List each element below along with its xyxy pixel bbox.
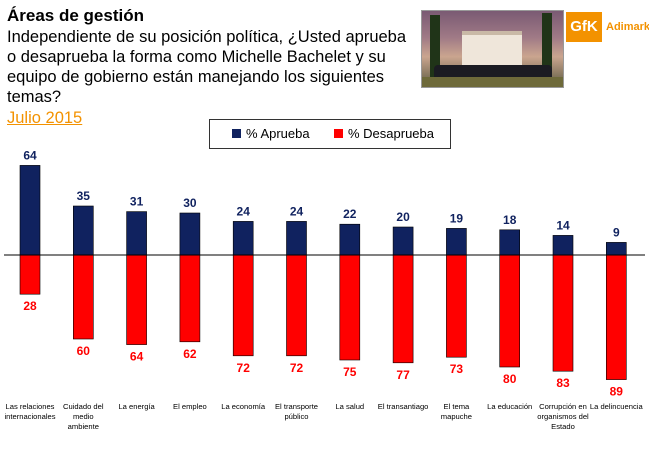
data-label-approve: 31 (130, 195, 144, 209)
legend-label-approve: % Aprueba (246, 126, 310, 141)
data-label-disapprove: 62 (183, 347, 197, 361)
bar-disapprove (392, 254, 414, 364)
category-label: La delincuencia (590, 402, 644, 411)
category-label: El empleo (173, 402, 207, 411)
data-label-disapprove: 28 (23, 299, 37, 313)
bar-approve (392, 226, 414, 256)
category-label: Cuidado del medio ambiente (63, 402, 104, 431)
legend-item-approve: % Aprueba (232, 126, 310, 141)
bar-approve (605, 242, 627, 256)
bar-disapprove (499, 254, 521, 368)
data-label-approve: 22 (343, 207, 357, 221)
chart-legend: % Aprueba % Desaprueba (209, 119, 451, 149)
survey-date: Julio 2015 (7, 109, 83, 127)
logo-name: Adimark (606, 21, 649, 33)
category-label: El transporte público (275, 402, 318, 421)
legend-swatch-disapprove (334, 129, 343, 138)
bar-approve (179, 212, 201, 256)
bar-disapprove (19, 254, 41, 295)
legend-item-disapprove: % Desaprueba (334, 126, 434, 141)
data-label-approve: 19 (450, 211, 464, 225)
data-label-disapprove: 60 (77, 344, 91, 358)
data-label-disapprove: 72 (290, 361, 304, 375)
category-label: El tema mapuche (441, 402, 472, 421)
data-label-disapprove: 73 (450, 362, 464, 376)
bar-approve (339, 223, 361, 256)
bar-disapprove (126, 254, 147, 345)
gfk-adimark-logo: GfK Adimark (566, 12, 649, 42)
data-label-disapprove: 83 (556, 376, 570, 390)
government-photo (421, 10, 564, 88)
page-title: Áreas de gestión (7, 6, 144, 25)
bar-approve (446, 228, 467, 256)
bar-approve (19, 165, 41, 256)
data-label-approve: 30 (183, 196, 197, 210)
data-label-disapprove: 72 (237, 361, 251, 375)
category-label: Las relaciones internacionales (4, 402, 55, 421)
data-label-approve: 24 (237, 204, 251, 218)
data-label-approve: 18 (503, 213, 517, 227)
data-label-disapprove: 80 (503, 372, 517, 386)
data-label-disapprove: 77 (396, 368, 410, 382)
data-label-approve: 24 (290, 204, 304, 218)
category-label: La energía (118, 402, 155, 411)
data-label-approve: 35 (77, 189, 91, 203)
bar-disapprove (446, 254, 467, 358)
data-label-disapprove: 64 (130, 350, 144, 364)
bar-disapprove (232, 254, 254, 357)
bar-approve (286, 221, 307, 256)
category-label: El transantiago (378, 402, 429, 411)
bar-disapprove (179, 254, 201, 343)
logo-mark: GfK (566, 12, 602, 42)
data-label-disapprove: 89 (610, 385, 624, 399)
data-label-approve: 14 (556, 218, 570, 232)
bar-disapprove (73, 254, 94, 340)
data-label-approve: 20 (396, 210, 410, 224)
category-label: La educación (487, 402, 532, 411)
data-label-disapprove: 75 (343, 365, 357, 379)
bar-approve (552, 235, 574, 256)
legend-label-disapprove: % Desaprueba (348, 126, 434, 141)
bar-approve (232, 221, 254, 256)
bar-approve (126, 211, 147, 256)
data-label-approve: 64 (23, 148, 37, 162)
bar-approve (499, 229, 521, 256)
bar-disapprove (605, 254, 627, 380)
bar-disapprove (286, 254, 307, 357)
category-label: Corrupción en organismos del Estado (537, 402, 589, 431)
category-label: La salud (335, 402, 364, 411)
survey-question: Independiente de su posición política, ¿… (7, 28, 407, 106)
category-label: La economía (221, 402, 266, 411)
data-label-approve: 9 (613, 225, 620, 239)
bar-disapprove (339, 254, 361, 361)
bar-approve (73, 205, 94, 256)
legend-swatch-approve (232, 129, 241, 138)
bar-disapprove (552, 254, 574, 372)
